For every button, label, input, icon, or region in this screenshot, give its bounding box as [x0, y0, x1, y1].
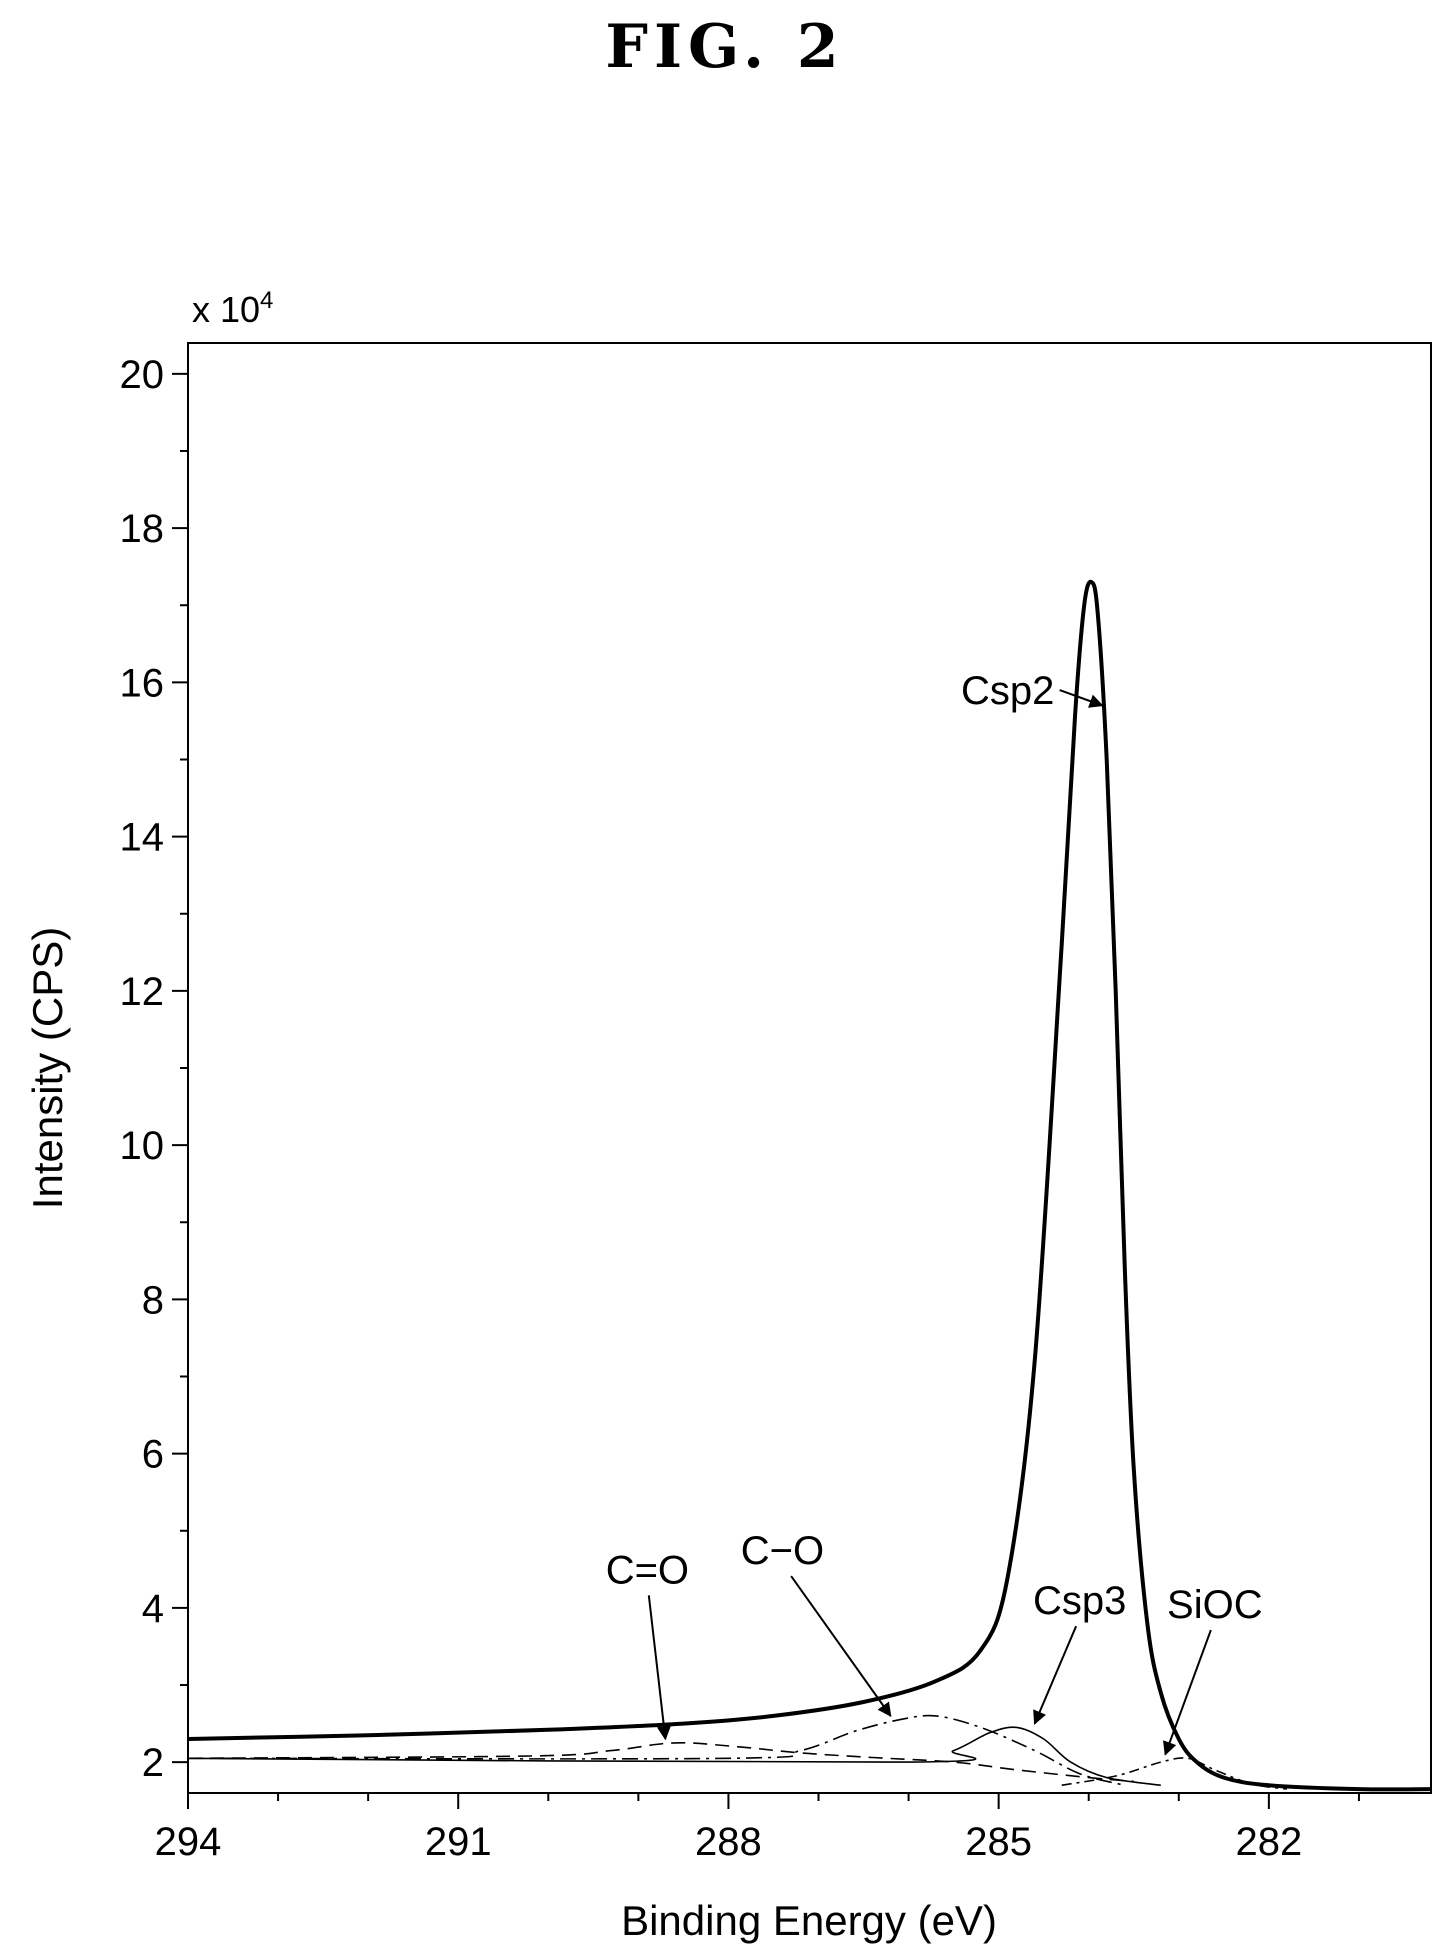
y-axis-ticks: 2 4 6 8 10 12 14 16 18 20 [120, 353, 188, 1785]
x-tick-label: 282 [1235, 1820, 1302, 1864]
y-tick-label: 6 [142, 1433, 164, 1477]
peak-arrow [1033, 1625, 1078, 1725]
series-layer [187, 579, 1432, 1792]
peak-arrow [790, 1575, 892, 1718]
y-tick-label: 14 [120, 816, 165, 860]
series-line-2-dashed [187, 1741, 1134, 1783]
x-tick-label: 285 [965, 1820, 1032, 1864]
y-tick-label: 16 [120, 661, 165, 705]
peak-label: C=O [606, 1548, 689, 1592]
peak-arrow [1163, 1629, 1212, 1756]
peak-label: Csp3 [1033, 1579, 1126, 1623]
plot-frame [187, 342, 1432, 1794]
x-tick-label: 294 [155, 1820, 222, 1864]
figure-label: FIG. 2 [605, 12, 845, 82]
x-axis-label: Binding Energy (eV) [621, 1897, 997, 1944]
annotation-layer: Csp2 C=O C−O Csp3 SiOC [606, 669, 1263, 1756]
peak-label: Csp2 [961, 669, 1054, 713]
y-tick-label: 10 [120, 1124, 165, 1168]
peak-arrow [647, 1595, 671, 1741]
y-tick-label: 12 [120, 970, 165, 1014]
y-axis-label: Intensity (CPS) [24, 927, 71, 1209]
y-multiplier-exponent: 4 [260, 287, 273, 314]
y-tick-label: 18 [120, 507, 165, 551]
series-line-3-dash-dot [187, 1714, 1125, 1787]
y-tick-label: 4 [142, 1587, 164, 1631]
series-line-5-dash-dot-thin [1061, 1757, 1288, 1790]
peak-label: C−O [741, 1529, 824, 1573]
series-line-4-solid-thin [187, 1726, 1161, 1787]
x-tick-label: 288 [695, 1820, 762, 1864]
peak-arrow [1059, 689, 1104, 708]
series-line-1-solid-thick [187, 579, 1432, 1792]
y-tick-label: 2 [142, 1741, 164, 1785]
y-tick-label: 8 [142, 1278, 164, 1322]
x-axis-ticks: 294 291 288 285 282 [155, 1793, 1360, 1864]
x-tick-label: 291 [425, 1820, 492, 1864]
y-multiplier-label: x 104 [192, 287, 273, 330]
y-tick-label: 20 [120, 353, 165, 397]
peak-label: SiOC [1167, 1583, 1263, 1627]
